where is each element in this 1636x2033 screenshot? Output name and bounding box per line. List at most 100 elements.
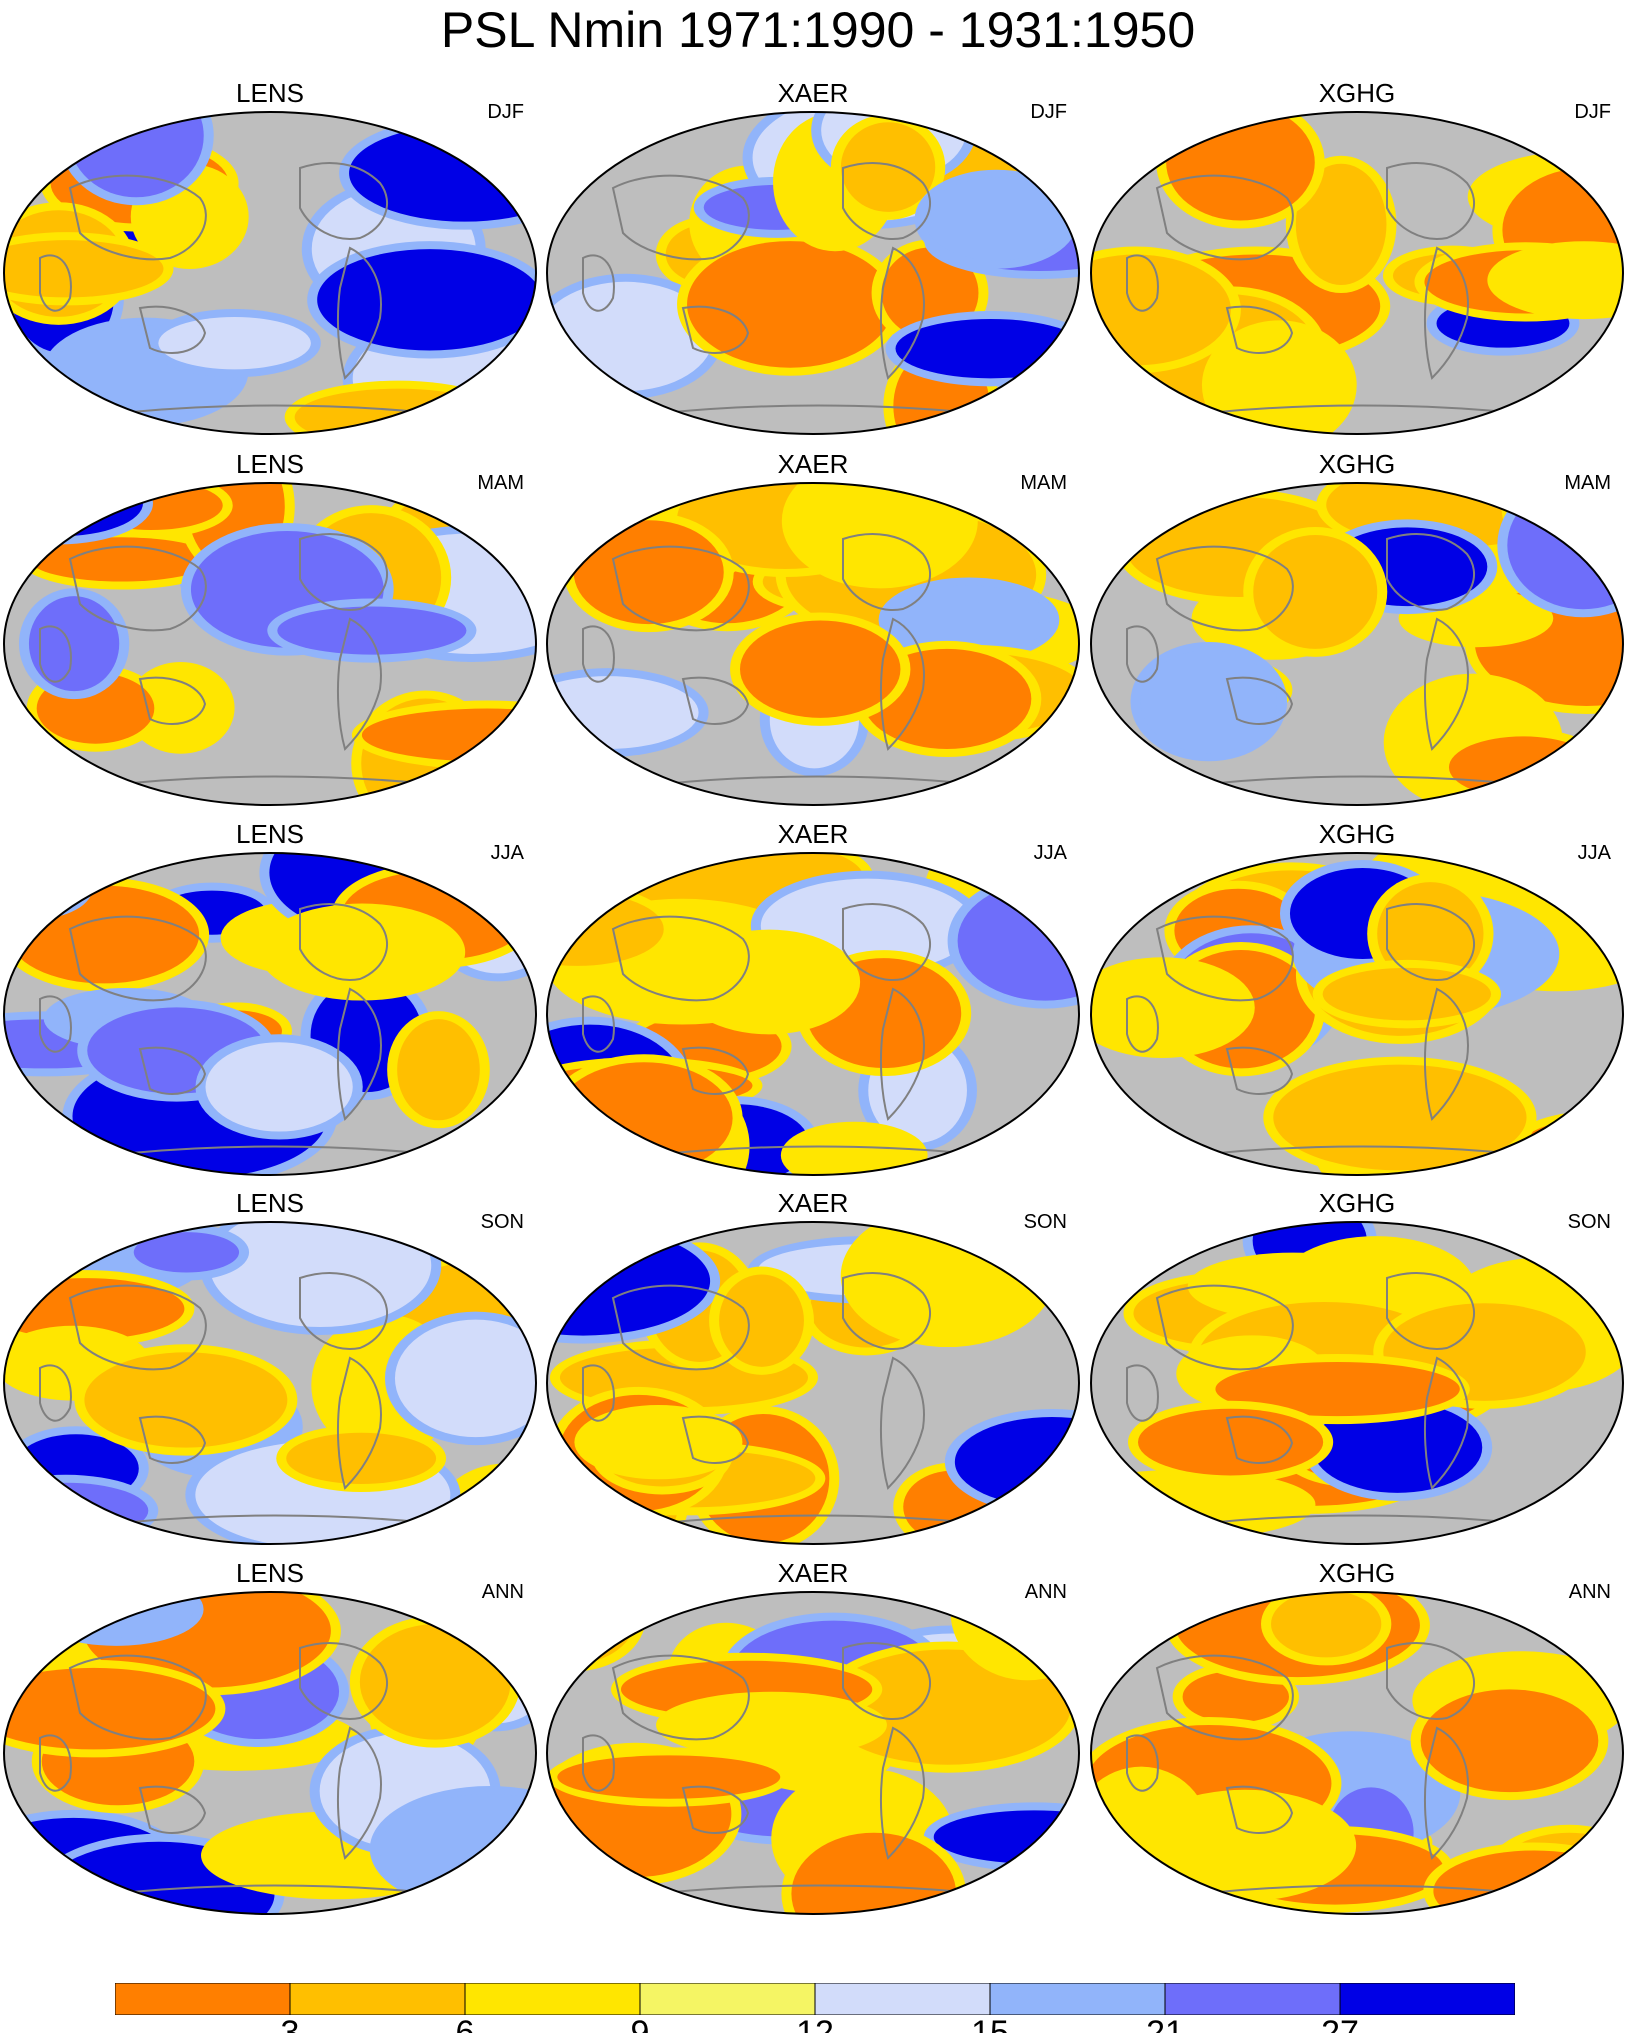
coastline: [1155, 545, 1294, 632]
field-region: [205, 1042, 353, 1132]
panel-xghg-son: XGHG SON: [1087, 1188, 1627, 1548]
coastline: [611, 1654, 750, 1741]
map-lens-ann: [3, 1591, 537, 1915]
coastline: [611, 545, 750, 632]
colorbar-swatch: [464, 1983, 641, 2015]
coastline: [336, 246, 382, 380]
map-border: [3, 111, 537, 435]
panel-xghg-mam: XGHG MAM: [1087, 449, 1627, 809]
map-xaer-djf: [546, 111, 1080, 435]
map-border: [1090, 852, 1624, 1176]
colorbar-swatch: [115, 1983, 291, 2015]
field-region: [1215, 1361, 1460, 1417]
coastline: [39, 995, 72, 1053]
coastline: [1126, 254, 1159, 312]
coastline: [842, 533, 932, 611]
coastline: [1126, 1734, 1159, 1792]
field-region: [824, 1649, 1071, 1765]
coastline: [1386, 162, 1476, 240]
coastline: [1386, 533, 1476, 611]
field-region: [4, 861, 84, 912]
field-region: [895, 318, 1079, 379]
map-border: [3, 1591, 537, 1915]
panel-lens-ann: LENS ANN: [0, 1558, 540, 1918]
map-lens-mam: [3, 482, 537, 806]
field-region: [584, 1413, 733, 1472]
coastline: [582, 1364, 615, 1422]
field-region: [555, 1062, 733, 1174]
coastline: [611, 1284, 750, 1371]
coastline: [119, 1145, 431, 1155]
coastline: [68, 1284, 207, 1371]
coastline: [1423, 1726, 1469, 1860]
panel-title: LENS: [236, 1188, 304, 1218]
field-region: [1138, 1408, 1324, 1476]
panel-xaer-son: XAER SON: [543, 1188, 1083, 1548]
coastline: [842, 1272, 932, 1350]
coastline: [662, 404, 974, 414]
coastline: [119, 1514, 431, 1524]
panel-title: LENS: [236, 1558, 304, 1588]
panel-xghg-jja: XGHG JJA: [1087, 819, 1627, 1179]
field-region: [28, 596, 120, 692]
colorbar-tick-label: 9: [600, 2016, 680, 2033]
coastline: [681, 1785, 750, 1834]
field-region: [957, 881, 1079, 1001]
coastline: [1126, 995, 1159, 1053]
field-region: [1091, 965, 1245, 1050]
coastline: [1155, 1654, 1294, 1741]
field-region: [317, 249, 536, 351]
coastline: [1126, 625, 1159, 683]
field-region: [397, 1019, 480, 1121]
map-border: [3, 852, 537, 1176]
field-region: [133, 1232, 240, 1273]
coastline: [842, 1642, 932, 1720]
coastline: [138, 1046, 207, 1095]
coastline: [1206, 404, 1518, 414]
map-xghg-son: [1090, 1221, 1624, 1545]
coastline: [582, 1734, 615, 1792]
coastline: [842, 903, 932, 981]
colorbar-labels: 3 6 9 12 15 21 27: [0, 2016, 1636, 2033]
field-region: [933, 1810, 1079, 1864]
coastline: [1206, 1145, 1518, 1155]
panel-title: XGHG: [1318, 449, 1396, 479]
field-region: [136, 670, 225, 746]
field-region: [557, 1755, 781, 1799]
field-region: [1273, 1064, 1527, 1171]
field-region: [573, 520, 724, 625]
coastline: [681, 1046, 750, 1095]
field-region: [68, 112, 204, 198]
field-region: [359, 1624, 511, 1740]
map-border: [546, 852, 1080, 1176]
field-region: [688, 937, 851, 1027]
coastline: [68, 174, 207, 261]
coastline: [336, 617, 382, 751]
map-xghg-djf: [1090, 111, 1624, 435]
coastline: [662, 1514, 974, 1524]
coastline: [39, 1734, 72, 1792]
field-region: [791, 1832, 957, 1914]
colorbar-tick-label: 3: [250, 2016, 330, 2033]
colorbar-tick-label: 12: [775, 2016, 855, 2033]
field-region: [687, 241, 894, 368]
coastline: [1386, 1642, 1476, 1720]
coastline: [1225, 1415, 1294, 1464]
panel-lens-jja: LENS JJA: [0, 819, 540, 1179]
panel-season-label: SON: [1567, 1211, 1611, 1233]
map-border: [3, 1221, 537, 1545]
field-region: [719, 1274, 804, 1367]
field-region: [1322, 967, 1492, 1021]
field-region: [4, 1667, 216, 1750]
map-border: [546, 1591, 1080, 1915]
panel-season-label: SON: [1023, 1211, 1067, 1233]
coastline: [336, 1726, 382, 1860]
map-xaer-mam: [546, 482, 1080, 806]
coastline: [336, 1356, 382, 1490]
field-region: [158, 317, 311, 370]
field-region: [29, 537, 214, 582]
panel-xghg-djf: XGHG DJF: [1087, 78, 1627, 438]
coastline: [1155, 1284, 1294, 1371]
coastline: [1423, 617, 1469, 751]
coastline: [299, 533, 389, 611]
